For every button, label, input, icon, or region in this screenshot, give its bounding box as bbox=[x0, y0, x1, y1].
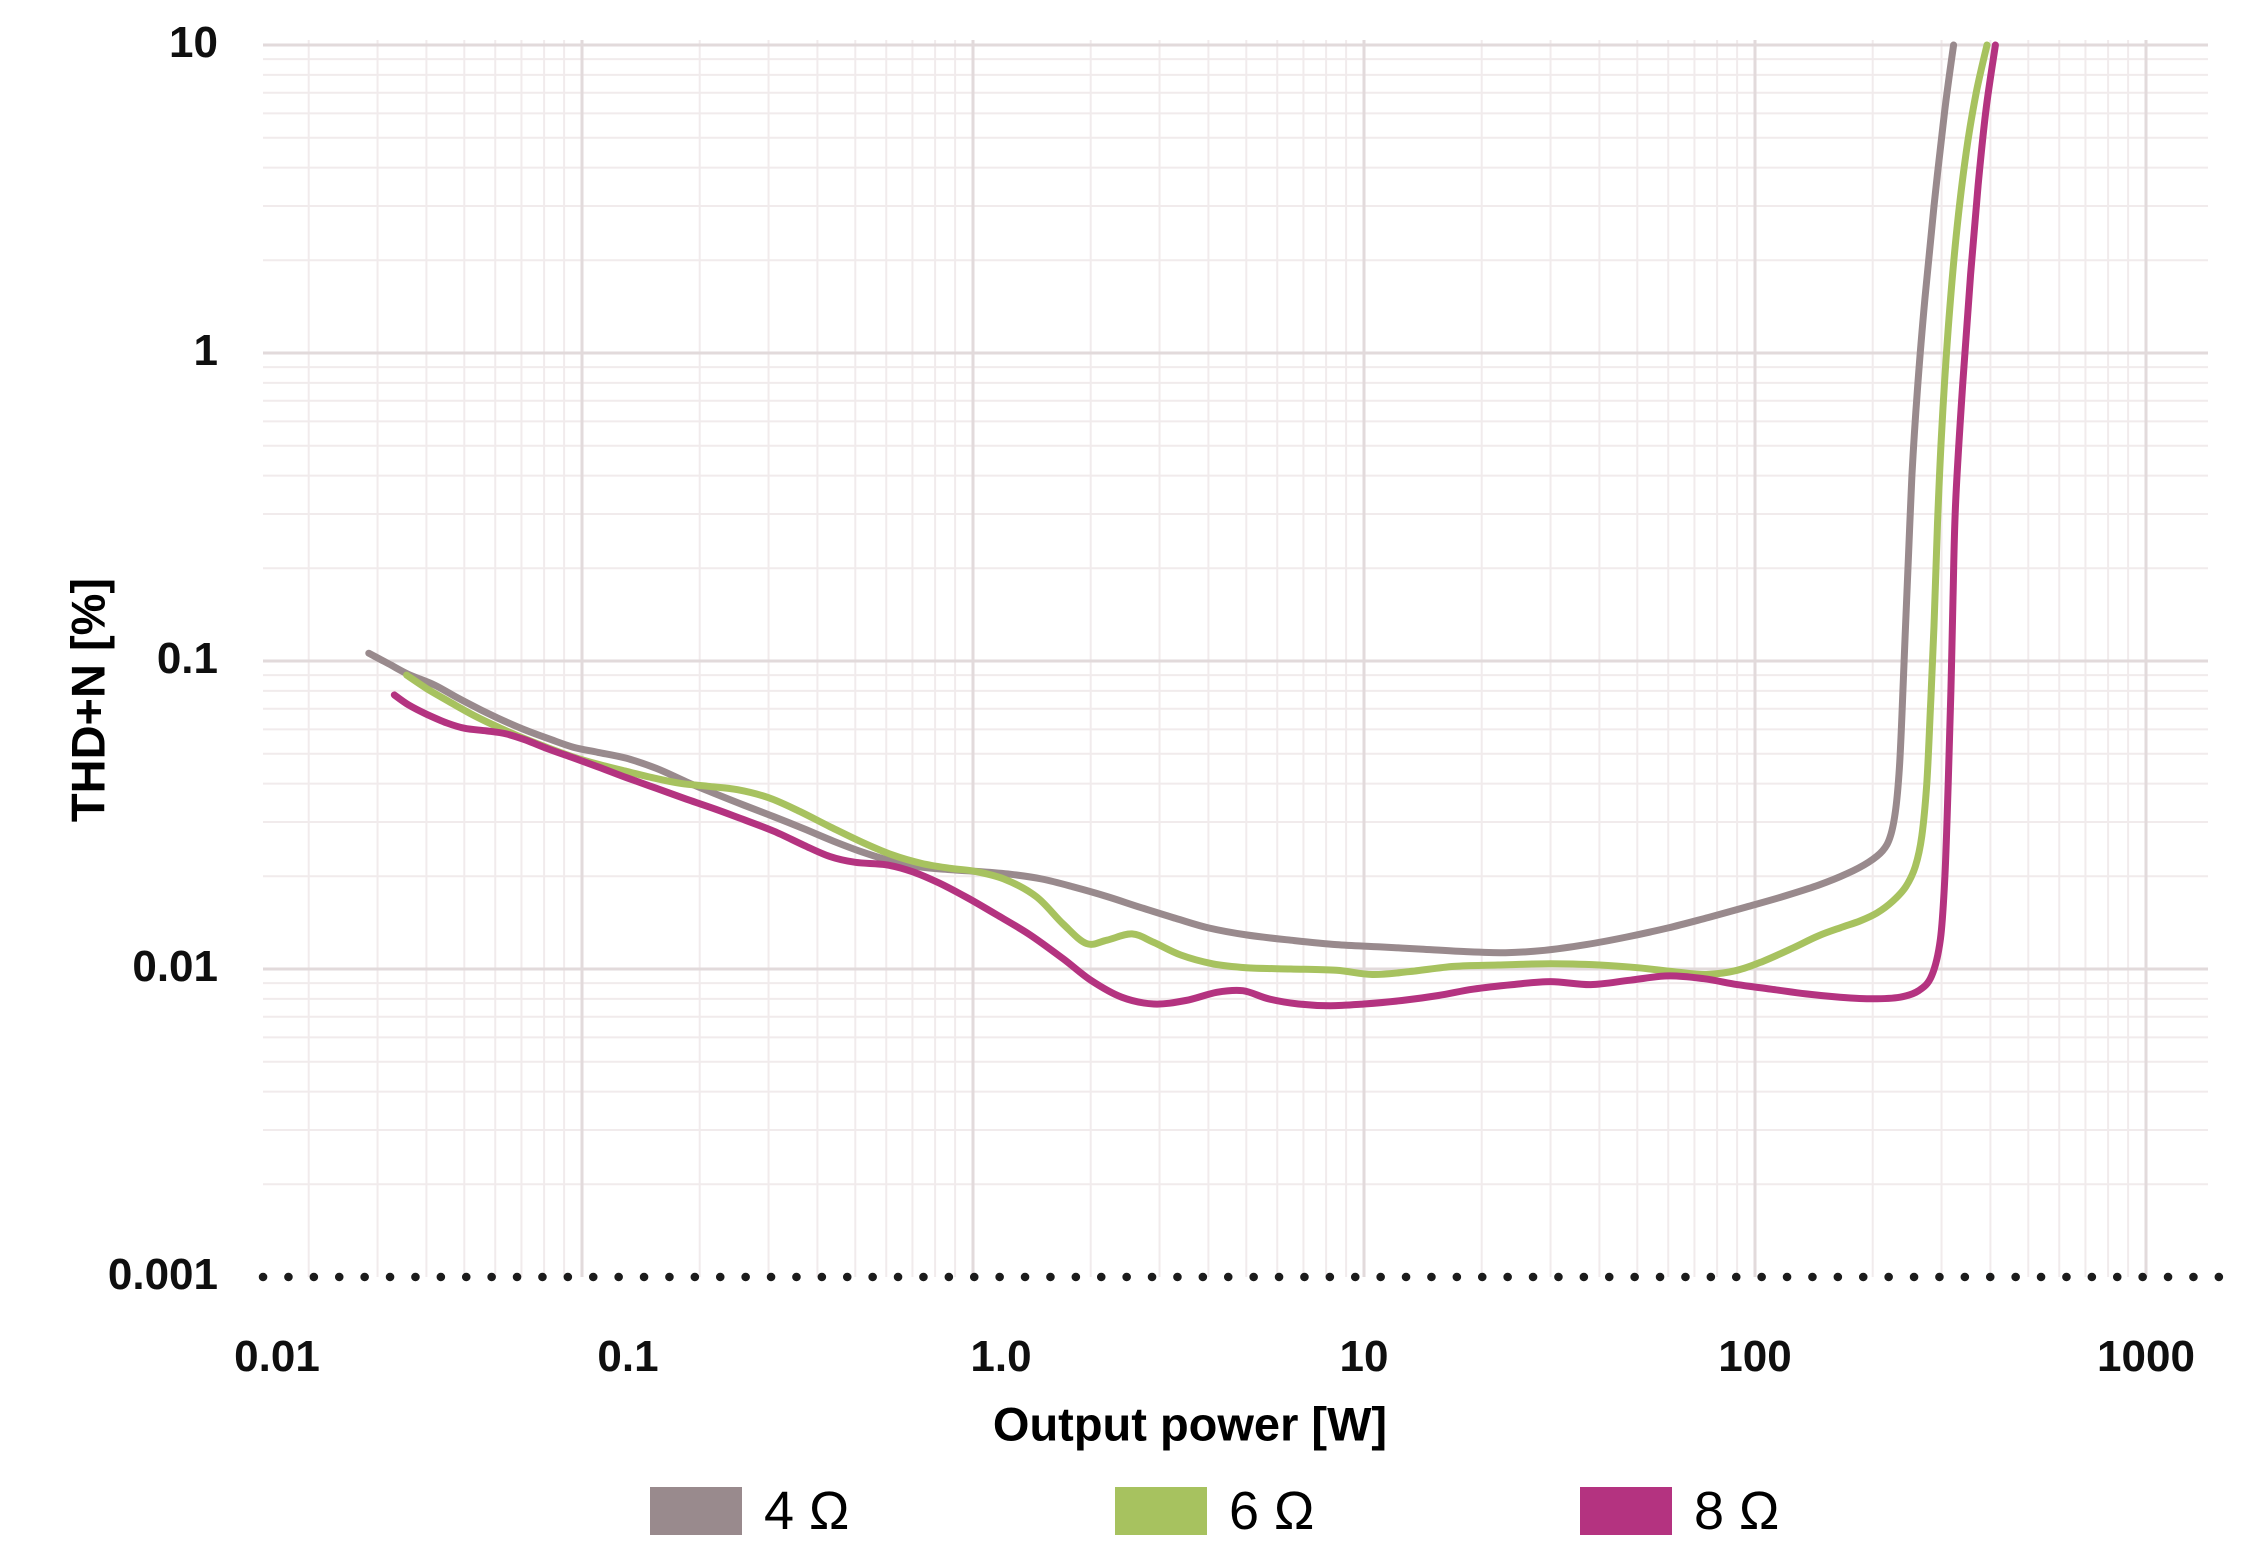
y-tick-label: 0.1 bbox=[156, 634, 218, 683]
curve-8ω bbox=[390, 41, 1999, 1010]
x-tick-label: 0.1 bbox=[597, 1332, 659, 1381]
legend-item-4ohm: 4 Ω bbox=[650, 1481, 849, 1541]
x-tick-label: 0.01 bbox=[234, 1332, 320, 1381]
y-tick-label: 10 bbox=[169, 18, 218, 67]
y-axis-title: THD+N [%] bbox=[61, 577, 115, 823]
legend-label-8ohm: 8 Ω bbox=[1694, 1481, 1780, 1541]
legend-swatch-6ohm-icon bbox=[1115, 1487, 1207, 1535]
x-tick-label: 10 bbox=[1339, 1332, 1389, 1381]
x-tick-label: 1000 bbox=[2097, 1332, 2195, 1381]
legend-item-8ohm: 8 Ω bbox=[1580, 1481, 1779, 1541]
legend-swatch-4ohm-icon bbox=[650, 1487, 742, 1535]
grid-minor bbox=[263, 40, 2208, 1277]
x-axis-title: Output power [W] bbox=[992, 1397, 1388, 1451]
curve-6ω bbox=[403, 41, 1991, 979]
y-tick-label: 0.001 bbox=[107, 1250, 218, 1299]
grid-major bbox=[263, 40, 2208, 1277]
legend-swatch-8ohm-icon bbox=[1580, 1487, 1672, 1535]
x-tick-label: 100 bbox=[1718, 1332, 1792, 1381]
y-tick-label: 0.01 bbox=[132, 942, 218, 991]
x-tick-label: 1.0 bbox=[970, 1332, 1032, 1381]
legend-label-4ohm: 4 Ω bbox=[764, 1481, 850, 1541]
y-tick-label: 1 bbox=[193, 326, 218, 375]
curve-4ω bbox=[365, 41, 1958, 957]
legend-label-6ohm: 6 Ω bbox=[1229, 1481, 1315, 1541]
legend-item-6ohm: 6 Ω bbox=[1115, 1481, 1314, 1541]
